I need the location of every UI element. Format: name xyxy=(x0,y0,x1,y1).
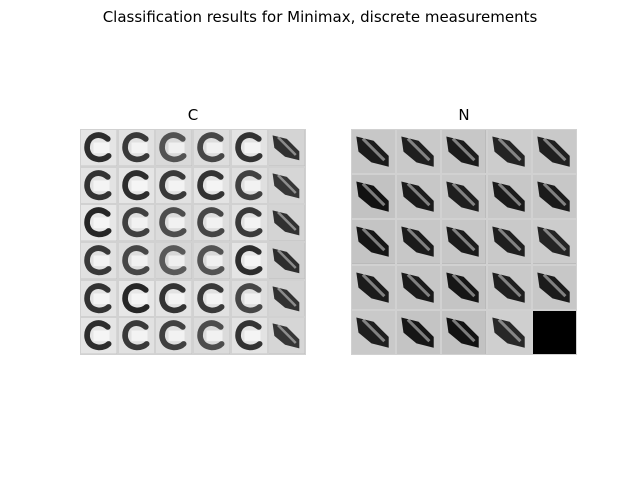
thumbnail-slash xyxy=(351,174,397,220)
thumbnail-slash xyxy=(531,129,577,175)
thumbnail-slash xyxy=(268,317,306,355)
thumbnail-black xyxy=(531,309,577,355)
thumbnail-C xyxy=(80,129,118,167)
thumbnail-slash xyxy=(441,219,487,265)
thumbnail-C xyxy=(117,166,156,205)
thumbnail-slash xyxy=(396,129,442,175)
thumbnail-slash xyxy=(486,174,532,220)
thumbnail-slash xyxy=(268,242,306,280)
thumbnail-C xyxy=(80,317,118,355)
thumbnail-C xyxy=(230,242,269,280)
thumbnail-slash xyxy=(441,309,487,355)
thumbnail-slash xyxy=(268,279,306,318)
thumbnail-slash xyxy=(531,174,577,220)
thumbnail-C xyxy=(193,317,231,355)
thumbnail-slash xyxy=(486,309,532,355)
thumbnail-C xyxy=(155,129,193,167)
thumbnail-slash xyxy=(351,264,397,310)
thumbnail-slash xyxy=(396,264,442,310)
thumbnail-slash xyxy=(486,129,532,175)
thumbnail-C xyxy=(80,242,118,280)
thumbnail-C xyxy=(117,204,156,242)
thumbnail-C xyxy=(193,129,231,167)
thumbnail-slash xyxy=(441,174,487,220)
thumbnail-C xyxy=(193,204,231,242)
thumbnail-slash xyxy=(351,309,397,355)
thumbnail-slash xyxy=(531,264,577,310)
panel-title-c: C xyxy=(187,106,199,124)
image-grid-n xyxy=(351,129,577,355)
thumbnail-C xyxy=(230,129,269,167)
thumbnail-C xyxy=(80,279,118,318)
panel-title-n: N xyxy=(458,106,470,124)
thumbnail-slash xyxy=(396,309,442,355)
thumbnail-C xyxy=(80,204,118,242)
thumbnail-C xyxy=(193,279,231,318)
figure-title: Classification results for Minimax, disc… xyxy=(102,8,538,26)
thumbnail-slash xyxy=(396,174,442,220)
thumbnail-C xyxy=(117,317,156,355)
thumbnail-C xyxy=(117,129,156,167)
thumbnail-C xyxy=(193,242,231,280)
thumbnail-C xyxy=(230,204,269,242)
thumbnail-slash xyxy=(351,219,397,265)
thumbnail-slash xyxy=(268,129,306,167)
thumbnail-C xyxy=(230,279,269,318)
thumbnail-slash xyxy=(268,204,306,242)
thumbnail-slash xyxy=(396,219,442,265)
thumbnail-C xyxy=(117,242,156,280)
thumbnail-C xyxy=(230,317,269,355)
thumbnail-C xyxy=(155,317,193,355)
thumbnail-C xyxy=(155,166,193,205)
panel-n-image-grid xyxy=(351,129,577,355)
thumbnail-C xyxy=(155,242,193,280)
thumbnail-C xyxy=(155,279,193,318)
thumbnail-slash xyxy=(531,219,577,265)
thumbnail-C xyxy=(193,166,231,205)
thumbnail-slash xyxy=(441,264,487,310)
thumbnail-C xyxy=(117,279,156,318)
thumbnail-C xyxy=(155,204,193,242)
thumbnail-slash xyxy=(351,129,397,175)
thumbnail-slash xyxy=(486,219,532,265)
thumbnail-slash xyxy=(486,264,532,310)
thumbnail-slash xyxy=(441,129,487,175)
thumbnail-C xyxy=(80,166,118,205)
thumbnail-slash xyxy=(268,166,306,205)
thumbnail-C xyxy=(230,166,269,205)
panel-c-image-grid xyxy=(80,129,306,355)
image-grid-c xyxy=(80,129,306,355)
